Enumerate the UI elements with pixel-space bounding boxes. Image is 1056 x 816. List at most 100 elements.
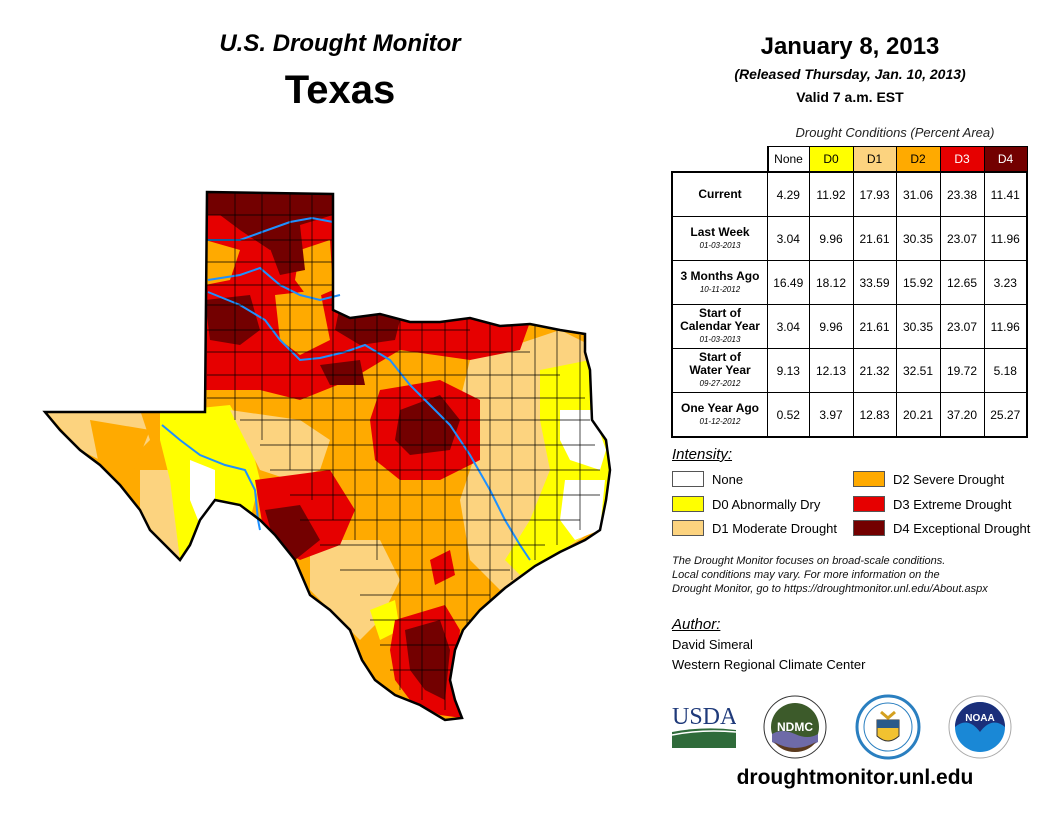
legend-item-d3: D3 Extreme Drought [853,495,1012,513]
cell-none: 3.04 [767,304,810,349]
legend-label: D2 Severe Drought [893,471,1005,487]
drought-conditions-table: None D0 D1 D2 D3 D4 Current 4.29 11.92 1… [671,146,1028,438]
release-date: (Released Thursday, Jan. 10, 2013) [734,66,966,82]
ndmc-logo-text: NDMC [777,720,813,734]
row-label-text: One Year Ago [680,400,760,415]
cell-none: 4.29 [767,171,810,217]
ndmc-logo: NDMC [763,695,827,759]
website-url[interactable]: droughtmonitor.unl.edu [736,766,974,789]
usda-logo-text: USDA [672,704,736,730]
col-header-d4: D4 [983,146,1028,173]
row-label-text: Last Week [690,224,750,239]
county-lines [207,192,600,710]
row-date: 01-12-2012 [699,416,741,426]
row-label: Start of Water Year 09-27-2012 [671,348,768,393]
cell-d1: 21.61 [852,304,897,349]
table-header-row: None D0 D1 D2 D3 D4 [672,146,1028,173]
rio-grande-river [161,424,261,531]
row-label: One Year Ago 01-12-2012 [671,392,768,438]
note-line: Local conditions may vary. For more info… [672,569,940,581]
row-label-text: Current [698,187,742,201]
cell-d0: 9.96 [808,304,854,349]
col-header-d0: D0 [808,146,854,173]
table-body: Current 4.29 11.92 17.93 31.06 23.38 11.… [671,171,1028,438]
legend-title: Intensity: [672,446,733,463]
cell-d1: 33.59 [852,260,897,305]
legend-swatch-d3 [853,496,885,512]
cell-d1: 12.83 [852,392,897,438]
row-label-text-2: Calendar Year [680,319,760,333]
cell-d4: 11.96 [983,304,1028,349]
d4-region-panhandle-north [205,192,333,250]
author-name: David Simeral [672,637,753,652]
row-date: 10-11-2012 [699,284,741,294]
d4-region-central [395,395,460,455]
cell-d0: 3.97 [808,392,854,438]
cell-d3: 19.72 [939,348,985,393]
legend-item-none: None [672,470,743,488]
header-blank [672,146,769,172]
row-date: 09-27-2012 [699,379,741,388]
cell-d4: 11.96 [983,216,1028,261]
cell-none: 0.52 [767,392,810,438]
legend-swatch-d2 [853,471,885,487]
legend-item-d2: D2 Severe Drought [853,470,1004,488]
cell-d2: 30.35 [895,304,941,349]
cell-d3: 23.38 [939,171,985,217]
cell-none: 16.49 [767,260,810,305]
row-label-text: Start of [699,306,741,320]
cell-d1: 21.61 [852,216,897,261]
disclaimer-note: The Drought Monitor focuses on broad-sca… [672,554,988,596]
note-line: Drought Monitor, go to https://droughtmo… [672,583,988,595]
table-caption: Drought Conditions (Percent Area) [795,125,995,140]
noaa-logo: NOAA [948,695,1012,759]
col-header-none: None [767,146,810,173]
col-header-d3: D3 [939,146,985,173]
cell-none: 9.13 [767,348,810,393]
legend-label: D4 Exceptional Drought [893,520,1031,536]
row-label-text-2: Water Year [689,363,751,377]
legend-item-d1: D1 Moderate Drought [672,519,837,537]
table-row: Start of Calendar Year 01-03-2013 3.04 9.9… [671,304,1028,349]
cell-d0: 9.96 [808,216,854,261]
map-title: U.S. Drought Monitor [219,30,461,57]
d4-region-big-country [320,360,365,385]
cell-d3: 23.07 [939,304,985,349]
cell-d2: 31.06 [895,171,941,217]
d2-region-far-west [90,420,150,480]
texas-drought-map [42,190,612,722]
cell-d1: 21.32 [852,348,897,393]
map-date: January 8, 2013 [760,33,940,60]
author-title: Author: [672,616,721,633]
noaa-logo-text: NOAA [965,713,994,724]
cell-d2: 30.35 [895,216,941,261]
d4-region-south-plains [205,295,260,345]
legend-label: D1 Moderate Drought [712,520,838,536]
cell-d4: 3.23 [983,260,1028,305]
row-label-text: Start of [699,350,741,364]
legend-swatch-d1 [672,520,704,536]
table-row: Current 4.29 11.92 17.93 31.06 23.38 11.… [671,171,1028,217]
legend-swatch-d4 [853,520,885,536]
col-header-d2: D2 [895,146,941,173]
cell-d0: 11.92 [808,171,854,217]
cell-d2: 20.21 [895,392,941,438]
row-label: 3 Months Ago 10-11-2012 [671,260,768,305]
row-label-text: 3 Months Ago [680,268,760,283]
cell-d0: 12.13 [808,348,854,393]
table-row: 3 Months Ago 10-11-2012 16.49 18.12 33.59… [671,260,1028,305]
valid-time: Valid 7 a.m. EST [796,89,904,105]
cell-d2: 15.92 [895,260,941,305]
col-header-d1: D1 [852,146,897,173]
row-label: Last Week 01-03-2013 [671,216,768,261]
cell-d4: 11.41 [983,171,1028,217]
d4-region-panhandle-central [265,225,305,275]
commerce-seal-logo [855,694,921,760]
legend-item-d0: D0 Abnormally Dry [672,495,820,513]
usda-logo: USDA [672,704,736,748]
legend-label: None [712,471,744,487]
table-row: One Year Ago 01-12-2012 0.52 3.97 12.83 2… [671,392,1028,438]
d2-region-south-plains [275,290,330,355]
legend-label: D0 Abnormally Dry [712,496,821,512]
d3-region-coastal-bend [430,550,455,585]
